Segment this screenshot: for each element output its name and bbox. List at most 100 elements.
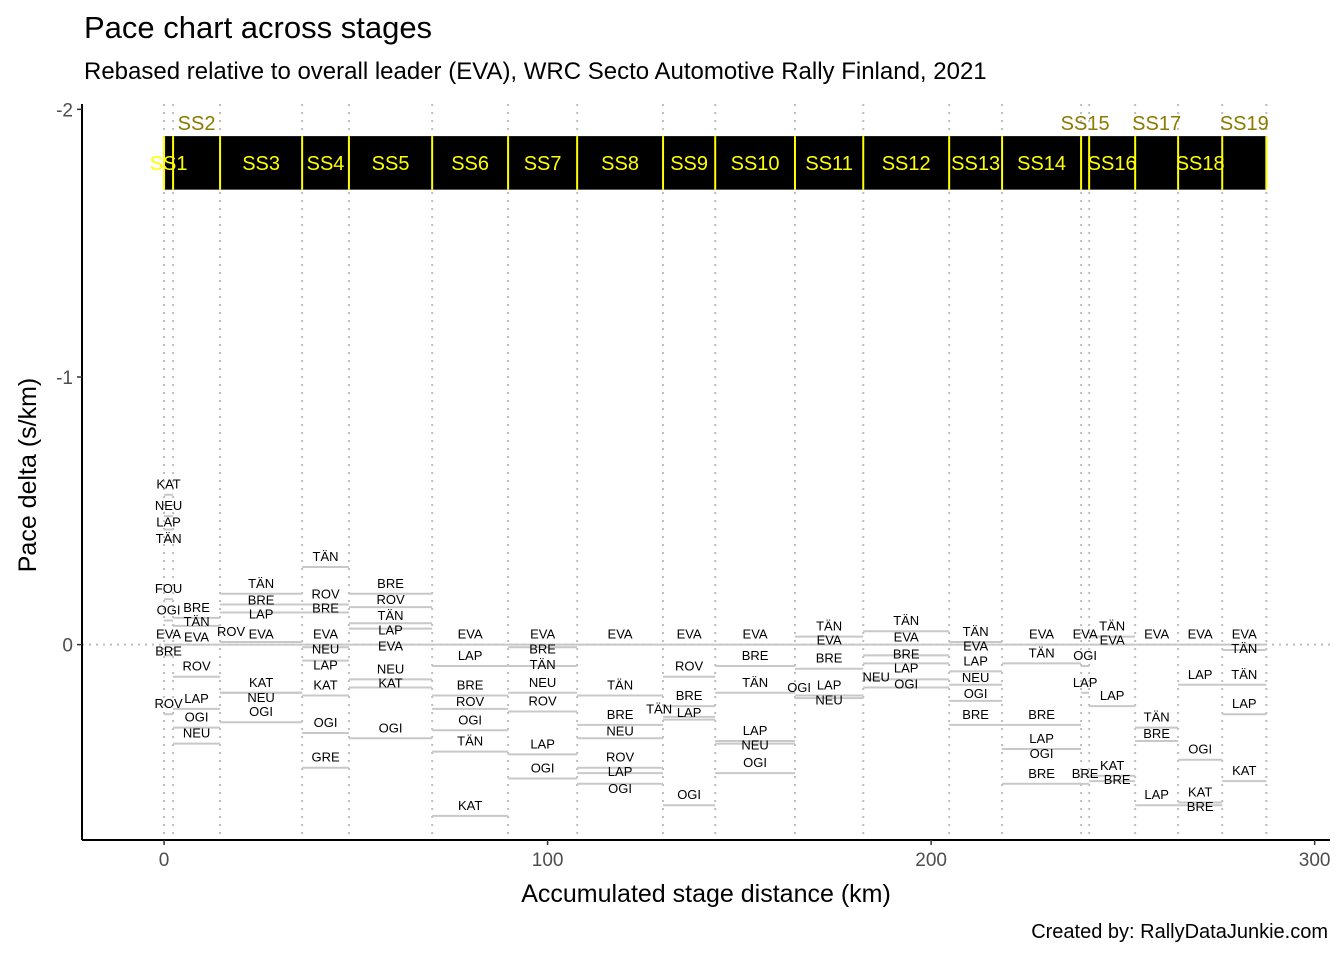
stage-label: SS4 (307, 153, 345, 175)
driver-label: LAP (677, 705, 702, 720)
stage-label: SS18 (1176, 153, 1225, 175)
stage-label: SS12 (882, 153, 931, 175)
driver-label: NEU (247, 690, 274, 705)
driver-label: EVA (1100, 633, 1125, 648)
driver-label: KAT (1232, 763, 1256, 778)
driver-label: NEU (606, 723, 633, 738)
driver-label: EVA (1188, 627, 1213, 642)
driver-label: BRE (155, 643, 182, 658)
driver-label: LAP (1100, 688, 1125, 703)
driver-label: NEU (312, 641, 339, 656)
driver-label: BRE (529, 641, 556, 656)
driver-label: OGI (1030, 746, 1054, 761)
driver-label: TÄN (184, 614, 210, 629)
driver-label: EVA (1144, 627, 1169, 642)
driver-label: BRE (1143, 726, 1170, 741)
driver-label: TÄN (646, 702, 672, 717)
driver-label: TÄN (607, 677, 633, 692)
driver-label: LAP (184, 691, 209, 706)
driver-label: NEU (377, 661, 404, 676)
driver-label: OGI (964, 686, 988, 701)
driver-label: ROV (154, 696, 183, 711)
x-tick-label: 0 (159, 850, 170, 871)
x-tick-label: 300 (1299, 850, 1331, 871)
driver-label: EVA (608, 627, 633, 642)
stage-label: SS6 (451, 153, 489, 175)
driver-label: LAP (378, 623, 403, 638)
stage-band: SS1 SS2 SS3 SS4 SS5 SS6 SS7 SS8 SS9 SS10 SS11 SS12 S… (150, 113, 1269, 190)
chart-title: Pace chart across stages (84, 10, 433, 45)
driver-label: LAP (249, 607, 274, 622)
driver-label: TÄN (893, 613, 919, 628)
driver-label: EVA (458, 627, 483, 642)
driver-label: ROV (376, 592, 405, 607)
driver-label: LAP (1073, 675, 1098, 690)
driver-label: ROV (675, 659, 704, 674)
driver-label: OGI (314, 715, 338, 730)
driver-labels: KATNEULAPTÄNFOUOGIEVABREROVBRETÄNEVAROVL… (154, 477, 1257, 814)
driver-label: OGI (185, 710, 209, 725)
driver-label: EVA (378, 639, 403, 654)
driver-label: NEU (862, 669, 889, 684)
driver-label: KAT (378, 675, 402, 690)
driver-label: EVA (677, 627, 702, 642)
driver-label: NEU (815, 692, 842, 707)
stage-label: SS3 (242, 153, 280, 175)
driver-label: OGI (531, 760, 555, 775)
driver-label: OGI (1073, 648, 1097, 663)
y-tick-label: 0 (62, 636, 73, 657)
stage-label: SS14 (1017, 153, 1066, 175)
driver-label: TÄN (156, 531, 182, 546)
driver-label: BRE (1028, 766, 1055, 781)
driver-label: OGI (743, 755, 767, 770)
stage-label: SS5 (372, 153, 410, 175)
y-tick-label: -1 (56, 368, 73, 389)
stage-label: SS16 (1088, 153, 1137, 175)
driver-label: OGI (1188, 742, 1212, 757)
driver-label: LAP (156, 515, 181, 530)
driver-label: OGI (608, 781, 632, 796)
driver-label: TÄN (1144, 710, 1170, 725)
driver-label: TÄN (378, 608, 404, 623)
driver-label: EVA (1073, 627, 1098, 642)
driver-label: BRE (183, 600, 210, 615)
driver-label: LAP (608, 764, 633, 779)
driver-label: NEU (183, 726, 210, 741)
driver-label: BRE (962, 707, 989, 722)
driver-label: BRE (676, 688, 703, 703)
stage-label: SS2 (178, 113, 216, 135)
stage-label: SS13 (951, 153, 1000, 175)
driver-label: KAT (458, 798, 482, 813)
driver-label: LAP (1188, 667, 1213, 682)
driver-label: OGI (894, 676, 918, 691)
driver-label: BRE (1072, 766, 1099, 781)
driver-label: TÄN (313, 549, 339, 564)
y-tick-label: -2 (56, 100, 73, 121)
driver-label: EVA (313, 627, 338, 642)
driver-label: ROV (217, 624, 246, 639)
driver-label: BRE (1187, 799, 1214, 814)
driver-label: TÄN (457, 734, 483, 749)
driver-label: OGI (249, 704, 273, 719)
driver-label: EVA (743, 627, 768, 642)
driver-label: LAP (894, 660, 919, 675)
driver-label: TÄN (248, 576, 274, 591)
driver-label: TÄN (1231, 641, 1257, 656)
driver-label: LAP (458, 648, 483, 663)
stage-label: SS10 (731, 153, 780, 175)
driver-label: EVA (894, 630, 919, 645)
driver-label: LAP (1144, 787, 1169, 802)
driver-label: EVA (963, 639, 988, 654)
driver-label: ROV (182, 659, 211, 674)
driver-label: LAP (1029, 731, 1054, 746)
driver-label: ROV (606, 750, 635, 765)
driver-label: TÄN (963, 624, 989, 639)
driver-label: BRE (1104, 772, 1131, 787)
driver-label: ROV (456, 694, 485, 709)
stage-label: SS17 (1132, 113, 1181, 135)
stage-label: SS1 (150, 153, 188, 175)
driver-label: TÄN (530, 657, 556, 672)
stage-label: SS9 (670, 153, 708, 175)
driver-label: KAT (1100, 758, 1124, 773)
